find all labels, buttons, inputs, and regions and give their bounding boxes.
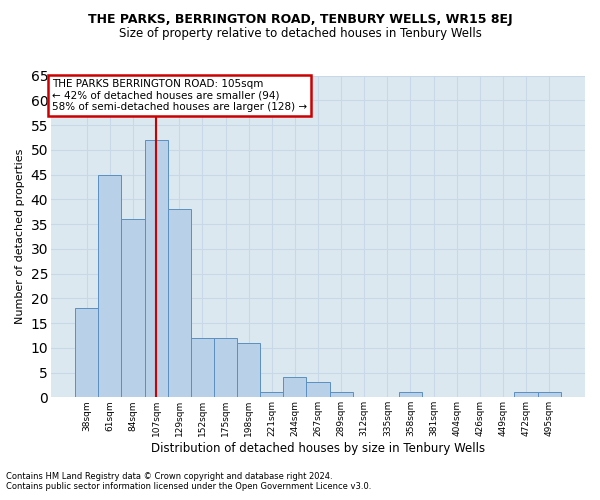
Text: Contains public sector information licensed under the Open Government Licence v3: Contains public sector information licen… xyxy=(6,482,371,491)
Bar xyxy=(260,392,283,398)
Bar xyxy=(399,392,422,398)
Bar xyxy=(538,392,561,398)
Bar xyxy=(329,392,353,398)
Bar xyxy=(283,378,307,398)
Bar xyxy=(514,392,538,398)
Bar xyxy=(237,343,260,398)
Bar xyxy=(145,140,168,398)
Text: Size of property relative to detached houses in Tenbury Wells: Size of property relative to detached ho… xyxy=(119,28,481,40)
Bar xyxy=(307,382,329,398)
Text: Contains HM Land Registry data © Crown copyright and database right 2024.: Contains HM Land Registry data © Crown c… xyxy=(6,472,332,481)
Bar xyxy=(168,209,191,398)
Text: THE PARKS, BERRINGTON ROAD, TENBURY WELLS, WR15 8EJ: THE PARKS, BERRINGTON ROAD, TENBURY WELL… xyxy=(88,12,512,26)
Bar xyxy=(98,174,121,398)
X-axis label: Distribution of detached houses by size in Tenbury Wells: Distribution of detached houses by size … xyxy=(151,442,485,455)
Bar xyxy=(121,219,145,398)
Text: THE PARKS BERRINGTON ROAD: 105sqm
← 42% of detached houses are smaller (94)
58% : THE PARKS BERRINGTON ROAD: 105sqm ← 42% … xyxy=(52,78,307,112)
Bar xyxy=(75,308,98,398)
Y-axis label: Number of detached properties: Number of detached properties xyxy=(15,148,25,324)
Bar xyxy=(214,338,237,398)
Bar xyxy=(191,338,214,398)
